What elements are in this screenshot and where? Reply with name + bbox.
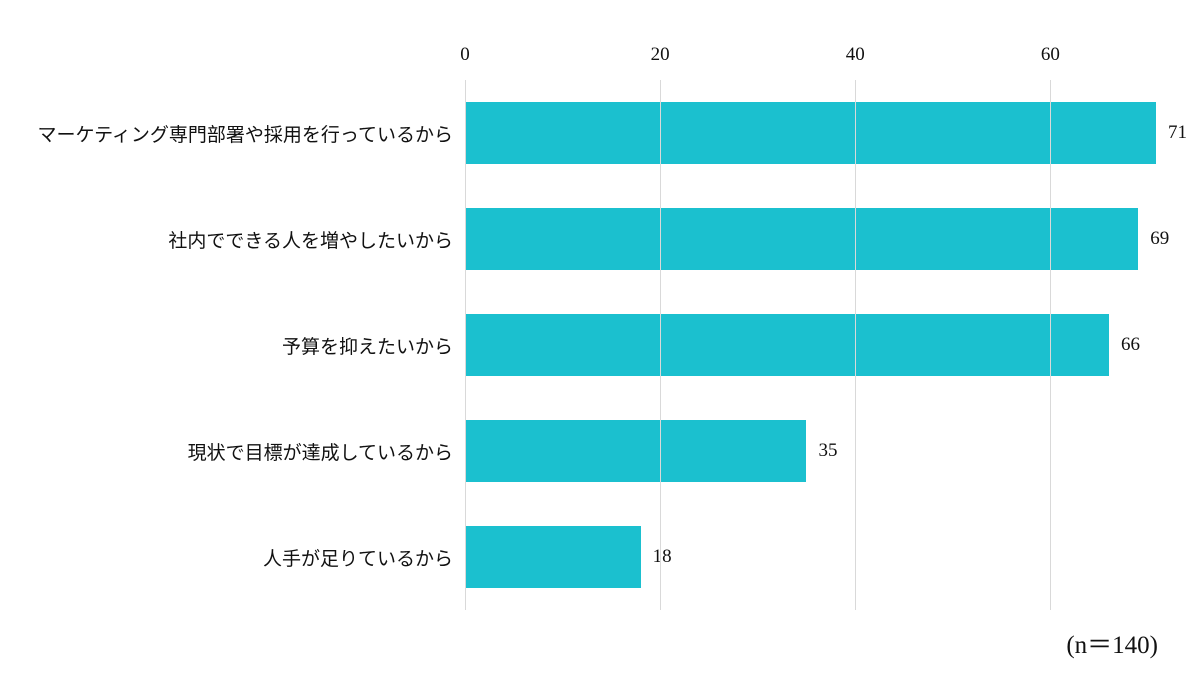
sample-size-note: (n＝140) bbox=[1066, 632, 1158, 659]
bar bbox=[465, 314, 1109, 376]
bar-row: 人手が足りているから 18 bbox=[263, 504, 1187, 610]
value-label: 69 bbox=[1150, 228, 1170, 249]
bar-row: 社内でできる人を増やしたいから 69 bbox=[168, 186, 1187, 292]
gridline bbox=[1050, 80, 1052, 610]
bar bbox=[465, 102, 1156, 164]
value-label: 35 bbox=[818, 440, 838, 461]
gridline bbox=[660, 80, 662, 610]
bar-row: 予算を抑えたいから 66 bbox=[282, 292, 1187, 398]
value-label: 71 bbox=[1168, 122, 1187, 143]
gridline bbox=[855, 80, 857, 610]
bar-row: マーケティング専門部署や採用を行っているから 71 bbox=[37, 80, 1187, 186]
category-label: 人手が足りているから bbox=[262, 548, 453, 570]
value-label: 18 bbox=[652, 546, 672, 567]
bar bbox=[465, 526, 641, 588]
x-tick-label: 20 bbox=[650, 44, 670, 65]
category-label: 社内でできる人を増やしたいから bbox=[168, 230, 453, 252]
x-axis-ticks: 0 20 40 60 bbox=[460, 44, 1187, 72]
value-label: 66 bbox=[1120, 334, 1140, 355]
category-label: マーケティング専門部署や採用を行っているから bbox=[37, 124, 453, 146]
category-label: 現状で目標が達成しているから bbox=[187, 442, 453, 464]
plot-area: マーケティング専門部署や採用を行っているから 71 社内でできる人を増やしたいから 6… bbox=[37, 80, 1187, 610]
category-label: 予算を抑えたいから bbox=[281, 336, 453, 358]
bar bbox=[465, 208, 1139, 270]
bar-row: 現状で目標が達成しているから 35 bbox=[188, 398, 1187, 504]
x-tick-label: 0 bbox=[460, 44, 470, 65]
x-tick-label: 40 bbox=[845, 44, 865, 65]
bar bbox=[465, 420, 807, 482]
bar-rows: マーケティング専門部署や採用を行っているから 71 社内でできる人を増やしたいから 6… bbox=[37, 80, 1187, 610]
x-tick-label: 60 bbox=[1040, 44, 1060, 65]
gridline bbox=[465, 80, 466, 610]
